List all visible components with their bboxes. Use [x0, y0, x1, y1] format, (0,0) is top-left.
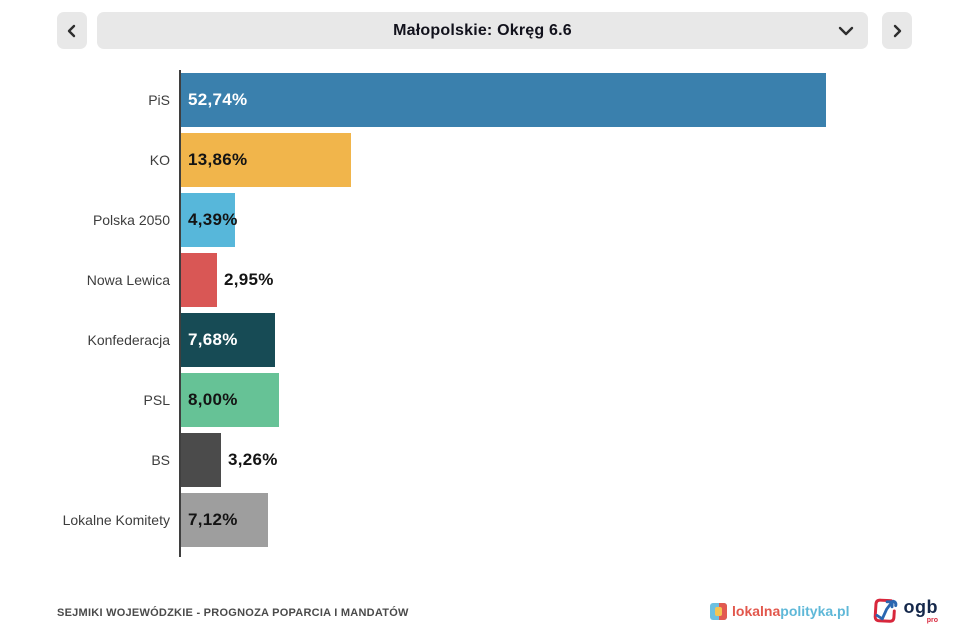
chart-rows: PiS 52,74% KO 13,86% Polska 2050 4,39% Nowa Le… [0, 70, 962, 550]
category-label-polska-2050: Polska 2050 [92, 212, 170, 228]
value-label-pis: 52,74% [188, 90, 248, 109]
region-dropdown-title: Małopolskie: Okręg 6.6 [393, 21, 572, 39]
bar-track-lokalne-komitety: 7,12% [181, 490, 962, 550]
region-dropdown[interactable]: Małopolskie: Okręg 6.6 [97, 12, 868, 49]
chart-row-psl: PSL 8,00% [0, 370, 962, 430]
chevron-left-icon [66, 24, 78, 38]
bar-track-nowa-lewica: 2,95% [181, 250, 962, 310]
value-label-ko: 13,86% [188, 150, 248, 169]
footer-logos: lokalnapolityka.pl ogb pro [710, 596, 938, 626]
prev-region-button[interactable] [57, 12, 87, 49]
chart-row-konfederacja: Konfederacja 7,68% [0, 310, 962, 370]
value-label-nowa-lewica: 2,95% [224, 270, 274, 289]
lokalnapolityka-logo[interactable]: lokalnapolityka.pl [710, 602, 850, 620]
ogb-wordmark: ogb pro [903, 597, 939, 624]
chart-row-nowa-lewica: Nowa Lewica 2,95% [0, 250, 962, 310]
lokalnapolityka-wordmark: lokalnapolityka.pl [732, 603, 850, 619]
footer-caption: SEJMIKI WOJEWÓDZKIE - PROGNOZA POPARCIA … [57, 607, 409, 619]
bar-psl [181, 373, 279, 427]
lokalnapolityka-icon [710, 602, 728, 620]
region-navigator: Małopolskie: Okręg 6.6 [57, 12, 912, 49]
bar-polska-2050 [181, 193, 235, 247]
ogb-shield-icon [870, 596, 898, 626]
bar-ko [181, 133, 351, 187]
bar-track-psl: 8,00% [181, 370, 962, 430]
chevron-right-icon [891, 24, 903, 38]
chevron-down-icon [838, 26, 854, 36]
bar-track-pis: 52,74% [181, 70, 962, 130]
bar-chart: PiS 52,74% KO 13,86% Polska 2050 4,39% Nowa Le… [0, 70, 962, 558]
value-label-konfederacja: 7,68% [188, 330, 238, 349]
value-label-lokalne-komitety: 7,12% [188, 510, 238, 529]
bar-lokalne-komitety [181, 493, 268, 547]
category-label-konfederacja: Konfederacja [87, 332, 170, 348]
chart-row-ko: KO 13,86% [0, 130, 962, 190]
y-axis-line [179, 70, 181, 557]
category-label-pis: PiS [148, 92, 170, 108]
value-label-polska-2050: 4,39% [188, 210, 238, 229]
chart-row-bs: BS 3,26% [0, 430, 962, 490]
chart-row-pis: PiS 52,74% [0, 70, 962, 130]
category-label-ko: KO [149, 152, 170, 168]
value-label-bs: 3,26% [228, 450, 278, 469]
chart-row-lokalne-komitety: Lokalne Komitety 7,12% [0, 490, 962, 550]
bar-track-ko: 13,86% [181, 130, 962, 190]
bar-konfederacja [181, 313, 275, 367]
next-region-button[interactable] [882, 12, 912, 49]
bar-bs [181, 433, 221, 487]
chart-row-polska-2050: Polska 2050 4,39% [0, 190, 962, 250]
bar-track-konfederacja: 7,68% [181, 310, 962, 370]
category-label-psl: PSL [143, 392, 170, 408]
category-label-bs: BS [151, 452, 170, 468]
category-label-nowa-lewica: Nowa Lewica [86, 272, 170, 288]
category-label-lokalne-komitety: Lokalne Komitety [62, 512, 170, 528]
bar-track-polska-2050: 4,39% [181, 190, 962, 250]
bar-track-bs: 3,26% [181, 430, 962, 490]
value-label-psl: 8,00% [188, 390, 238, 409]
ogb-logo[interactable]: ogb pro [870, 596, 939, 626]
bar-pis [181, 73, 826, 127]
bar-nowa-lewica [181, 253, 217, 307]
